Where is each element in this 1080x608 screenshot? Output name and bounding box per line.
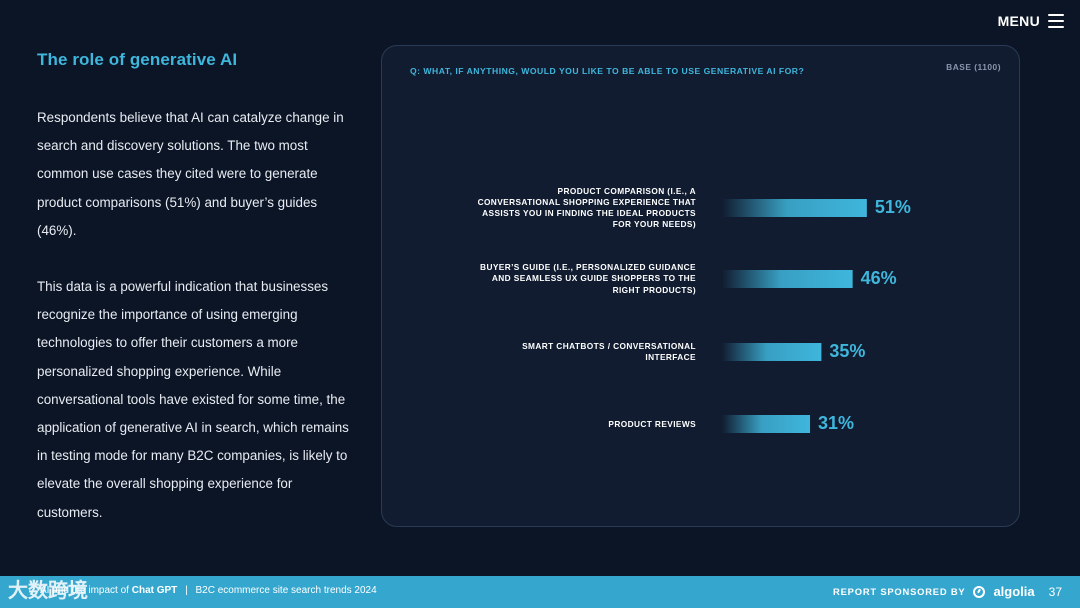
menu-button[interactable]: MENU [998,12,1064,30]
bar-value-label: 35% [829,341,866,361]
bar [722,270,853,288]
menu-label: MENU [997,13,1040,29]
page-number: 37 [1048,584,1062,599]
sponsor-label: REPORT SPONSORED BY [833,586,966,597]
bar-category-label: BUYER’S GUIDE (I.E., PERSONALIZED GUIDAN… [480,262,696,295]
sponsor-block: REPORT SPONSORED BY algolia 37 [833,584,1062,599]
body-text: Respondents believe that AI can catalyze… [37,104,357,527]
footer: AI and the impact of Chat GPT | B2C ecom… [0,576,1080,608]
algolia-logo-icon [973,585,986,598]
bar-value-label: 31% [818,413,855,433]
bar [722,343,822,361]
section-title: The role of generative AI [37,50,238,69]
bar-category-label: PRODUCT REVIEWS [608,418,696,429]
footer-subtitle: B2C ecommerce site search trends 2024 [195,585,377,596]
hamburger-icon [1048,14,1064,28]
paragraph-2: This data is a powerful indication that … [37,279,349,520]
chart-question: Q: WHAT, IF ANYTHING, WOULD YOU LIKE TO … [410,66,805,76]
sponsor-name: algolia [993,584,1035,599]
footer-bold: Chat GPT [131,585,178,596]
bar-category-label: PRODUCT COMPARISON (I.E., A CONVERSATION… [477,185,696,230]
paragraph-1: Respondents believe that AI can catalyze… [37,110,344,238]
watermark: 大数跨境 [8,580,88,602]
bar-chart [722,199,867,433]
bar [722,199,867,217]
chart-panel: Q: WHAT, IF ANYTHING, WOULD YOU LIKE TO … [381,45,1020,527]
bar [722,415,811,433]
chart-base: BASE (1100) [946,62,1001,72]
bar-value-label: 46% [860,268,897,288]
bar-category-label: SMART CHATBOTS / CONVERSATIONAL INTERFAC… [522,340,696,362]
footer-title: AI and the impact of Chat GPT | B2C ecom… [40,585,377,596]
footer-prefix: AI and the impact of [40,585,129,596]
footer-separator: | [185,585,188,596]
bar-value-label: 51% [874,197,911,217]
